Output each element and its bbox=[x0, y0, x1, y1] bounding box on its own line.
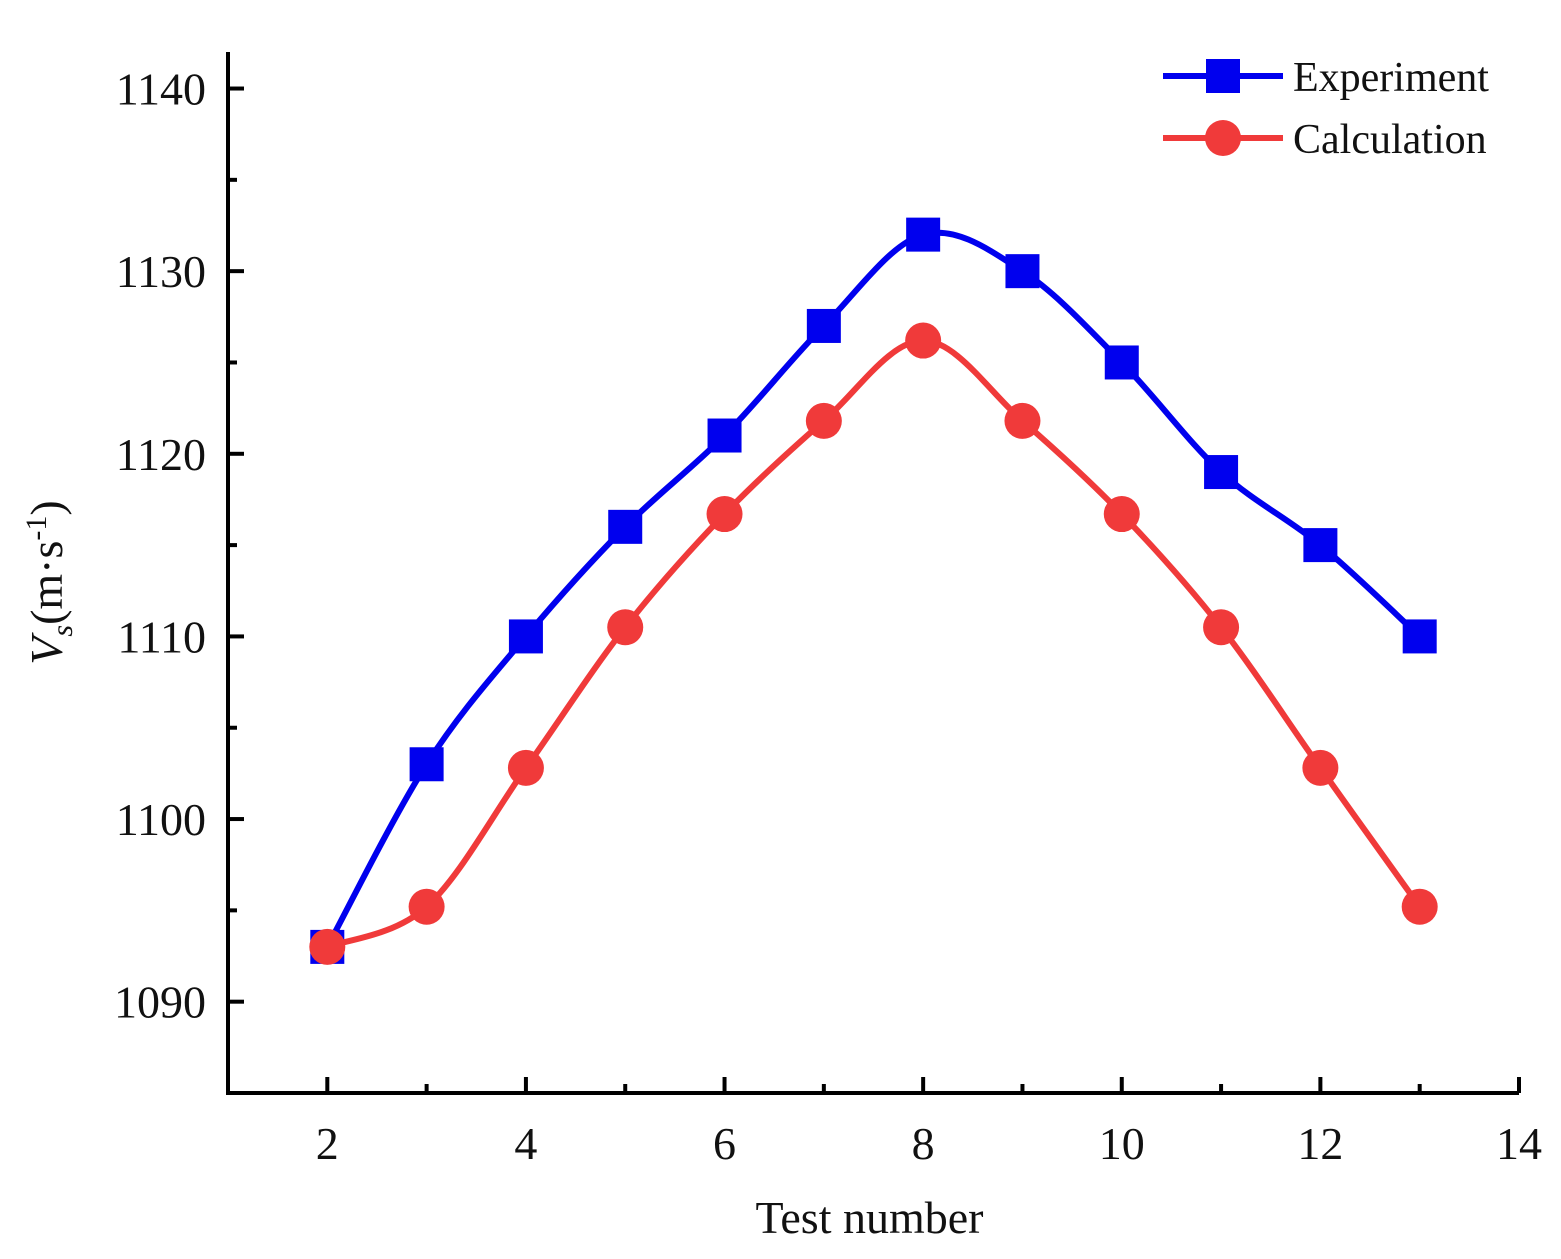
series-line-calculation bbox=[326, 337, 1423, 950]
y-tick-label: 1090 bbox=[114, 977, 206, 1028]
x-tick-label: 8 bbox=[912, 1118, 935, 1169]
data-point-calculation bbox=[1302, 749, 1339, 786]
x-tick-label: 10 bbox=[1099, 1118, 1145, 1169]
y-tick-label: 1110 bbox=[117, 611, 206, 662]
data-point-experiment bbox=[906, 217, 941, 252]
data-point-experiment bbox=[608, 509, 643, 544]
legend: Experiment Calculation bbox=[1163, 55, 1489, 163]
data-point-calculation bbox=[805, 402, 842, 439]
x-tick-label: 2 bbox=[316, 1118, 339, 1169]
x-tick-label: 14 bbox=[1496, 1118, 1542, 1169]
data-point-calculation bbox=[1004, 402, 1041, 439]
data-point-calculation bbox=[607, 609, 644, 646]
data-point-calculation bbox=[1203, 609, 1240, 646]
series-calculation bbox=[309, 322, 1438, 965]
x-axis-title: Test number bbox=[755, 1192, 983, 1243]
legend-label-calculation: Calculation bbox=[1293, 117, 1487, 163]
y-tick-label: 1130 bbox=[116, 246, 206, 297]
data-point-calculation bbox=[309, 928, 346, 965]
series-experiment bbox=[310, 217, 1437, 964]
legend-item-experiment: Experiment bbox=[1163, 55, 1489, 101]
y-axis-title-superscript: -1 bbox=[20, 516, 53, 541]
data-point-calculation bbox=[408, 888, 445, 925]
data-point-calculation bbox=[1401, 888, 1438, 925]
axes: 2 4 6 8 10 12 14 1090 1100 1110 1120 1130 1140 bbox=[114, 52, 1542, 1169]
data-point-calculation bbox=[507, 749, 544, 786]
x-tick-label: 6 bbox=[713, 1118, 736, 1169]
legend-label-experiment: Experiment bbox=[1293, 55, 1489, 101]
y-tick-label: 1100 bbox=[116, 794, 206, 845]
y-axis-title-subscript: s bbox=[46, 625, 79, 637]
data-point-experiment bbox=[1005, 254, 1040, 289]
x-tick-label: 12 bbox=[1297, 1118, 1343, 1169]
data-point-experiment bbox=[1402, 619, 1437, 654]
series-line-experiment bbox=[324, 229, 1422, 949]
data-point-experiment bbox=[409, 747, 444, 782]
data-point-calculation bbox=[1103, 496, 1140, 533]
data-point-experiment bbox=[1104, 345, 1139, 380]
y-tick-label: 1140 bbox=[116, 64, 206, 115]
data-point-experiment bbox=[508, 619, 543, 654]
y-axis-title-unit-close: ) bbox=[21, 500, 72, 515]
x-tick-label: 4 bbox=[514, 1118, 537, 1169]
data-point-experiment bbox=[806, 308, 841, 343]
data-point-calculation bbox=[706, 496, 743, 533]
y-axis-title-base: V bbox=[21, 632, 72, 665]
legend-marker-calculation bbox=[1205, 120, 1241, 156]
data-point-experiment bbox=[707, 418, 742, 453]
series-layer bbox=[309, 217, 1438, 965]
data-point-experiment bbox=[1204, 455, 1239, 490]
data-point-calculation bbox=[905, 322, 942, 359]
legend-marker-experiment bbox=[1206, 59, 1240, 93]
data-point-experiment bbox=[1303, 528, 1338, 563]
y-axis-title: Vs(m·s-1) bbox=[20, 500, 79, 664]
y-axis-title-unit: (m·s bbox=[21, 541, 72, 625]
y-tick-label: 1120 bbox=[116, 429, 206, 480]
legend-item-calculation: Calculation bbox=[1163, 117, 1487, 163]
